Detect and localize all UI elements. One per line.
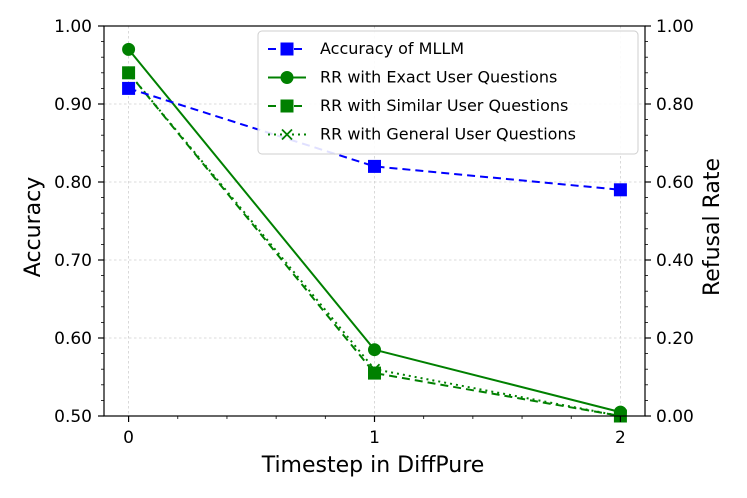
legend-box — [257, 30, 639, 155]
legend-label: Accuracy of MLLM — [320, 39, 464, 58]
series-point-1 — [368, 159, 381, 173]
series-point-3 — [122, 66, 136, 80]
series-line-1 — [128, 87, 621, 191]
legend-marker — [280, 71, 294, 84]
series-point-2 — [368, 343, 381, 357]
y-right-tick-label: 0.20 — [656, 329, 694, 349]
series-point-3 — [368, 366, 381, 380]
y-left-tick-label: 0.90 — [54, 95, 92, 115]
x-tick-label: 1 — [369, 428, 380, 448]
y-right-tick-label: 0.00 — [656, 407, 694, 427]
series-point-1 — [122, 81, 136, 95]
y-right-tick-label: 1.00 — [656, 17, 694, 37]
y-right-tick-label: 0.60 — [656, 173, 694, 193]
y-left-tick-label: 0.50 — [54, 407, 92, 427]
x-tick-label: 0 — [123, 428, 134, 448]
y-left-tick-label: 0.60 — [54, 329, 92, 349]
y-left-tick-label: 1.00 — [54, 17, 92, 37]
y-axis-left-title: Accuracy — [21, 177, 46, 277]
legend-marker — [280, 42, 294, 56]
legend-label: RR with Similar User Questions — [320, 96, 568, 115]
series-layer — [122, 42, 627, 423]
y-left-tick-label: 0.70 — [54, 251, 92, 271]
y-left-tick-label: 0.80 — [54, 173, 92, 193]
y-axis-right-title: Refusal Rate — [700, 158, 725, 296]
legend-marker — [280, 99, 294, 113]
legend-label: RR with General User Questions — [320, 125, 576, 144]
legend-label: RR with Exact User Questions — [320, 68, 557, 87]
legend-marker — [281, 128, 293, 141]
y-right-tick-label: 0.80 — [656, 95, 694, 115]
legend: Accuracy of MLLM RR with Exact User Quest… — [257, 30, 639, 155]
x-marker-stroke — [281, 128, 293, 141]
x-axis-title: Timestep in DiffPure — [261, 453, 485, 478]
x-tick-label: 2 — [615, 428, 626, 448]
ticks: 0 1 2 0.50 0.60 0.70 0.80 0.90 1.00 0.00 0.20 0.40 0… — [54, 17, 694, 448]
y-right-tick-label: 0.40 — [656, 251, 694, 271]
series-point-2 — [122, 42, 136, 56]
series-point-1 — [613, 183, 627, 197]
